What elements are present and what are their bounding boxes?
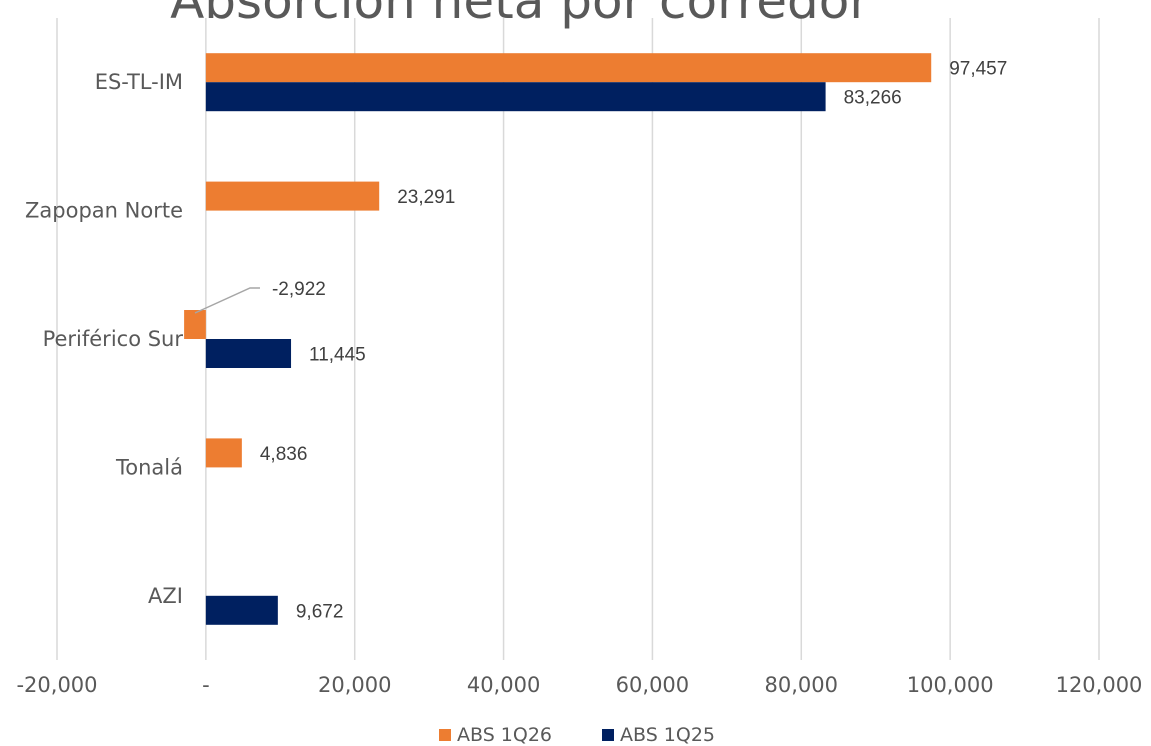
leader-line (194, 287, 260, 314)
data-label: 23,291 (397, 187, 455, 208)
data-label: 11,445 (309, 345, 366, 366)
x-tick-label: - (202, 673, 210, 697)
x-tick-label: 80,000 (765, 673, 838, 697)
legend-swatch (602, 729, 614, 741)
category-label: AZI (148, 584, 183, 608)
bar (205, 53, 932, 83)
bars (184, 53, 932, 625)
x-tick-label: 60,000 (616, 673, 689, 697)
bar (205, 181, 380, 211)
tick-labels: -20,000-20,000 40,000 60,000 80,000 100,000 1… (16, 673, 1142, 697)
data-label: -2,922 (272, 279, 326, 300)
bar (205, 339, 292, 368)
bar (205, 595, 278, 625)
data-label: 97,457 (949, 59, 1007, 80)
category-labels: ES-TL-IM Zapopan Norte Periférico Sur Tonal… (25, 70, 183, 608)
data-label: 4,836 (260, 444, 308, 465)
category-label: Tonalá (115, 455, 183, 479)
legend-label: ABS 1Q25 (620, 724, 715, 746)
data-label: 9,672 (296, 601, 344, 622)
legend-label: ABS 1Q26 (457, 724, 552, 746)
bar (205, 82, 826, 112)
data-labels: 97,457 83,266 23,291 -2,922 11,445 4,836 9,672 (194, 59, 1007, 622)
legend-swatch (439, 729, 451, 741)
bar (205, 438, 242, 468)
category-label: Periférico Sur (43, 327, 184, 351)
x-tick-label: 120,000 (1056, 673, 1143, 697)
chart-title: Absorción neta por corredor (170, 0, 870, 30)
x-tick-label: 100,000 (907, 673, 994, 697)
category-label: Zapopan Norte (25, 199, 183, 223)
bar (184, 310, 206, 339)
legend: ABS 1Q26 ABS 1Q25 (439, 724, 715, 746)
x-tick-label: 20,000 (318, 673, 391, 697)
data-label: 83,266 (844, 88, 902, 109)
x-tick-label: 40,000 (467, 673, 540, 697)
gridlines (56, 18, 1100, 660)
x-tick-label: -20,000 (16, 673, 97, 697)
category-label: ES-TL-IM (95, 70, 183, 94)
